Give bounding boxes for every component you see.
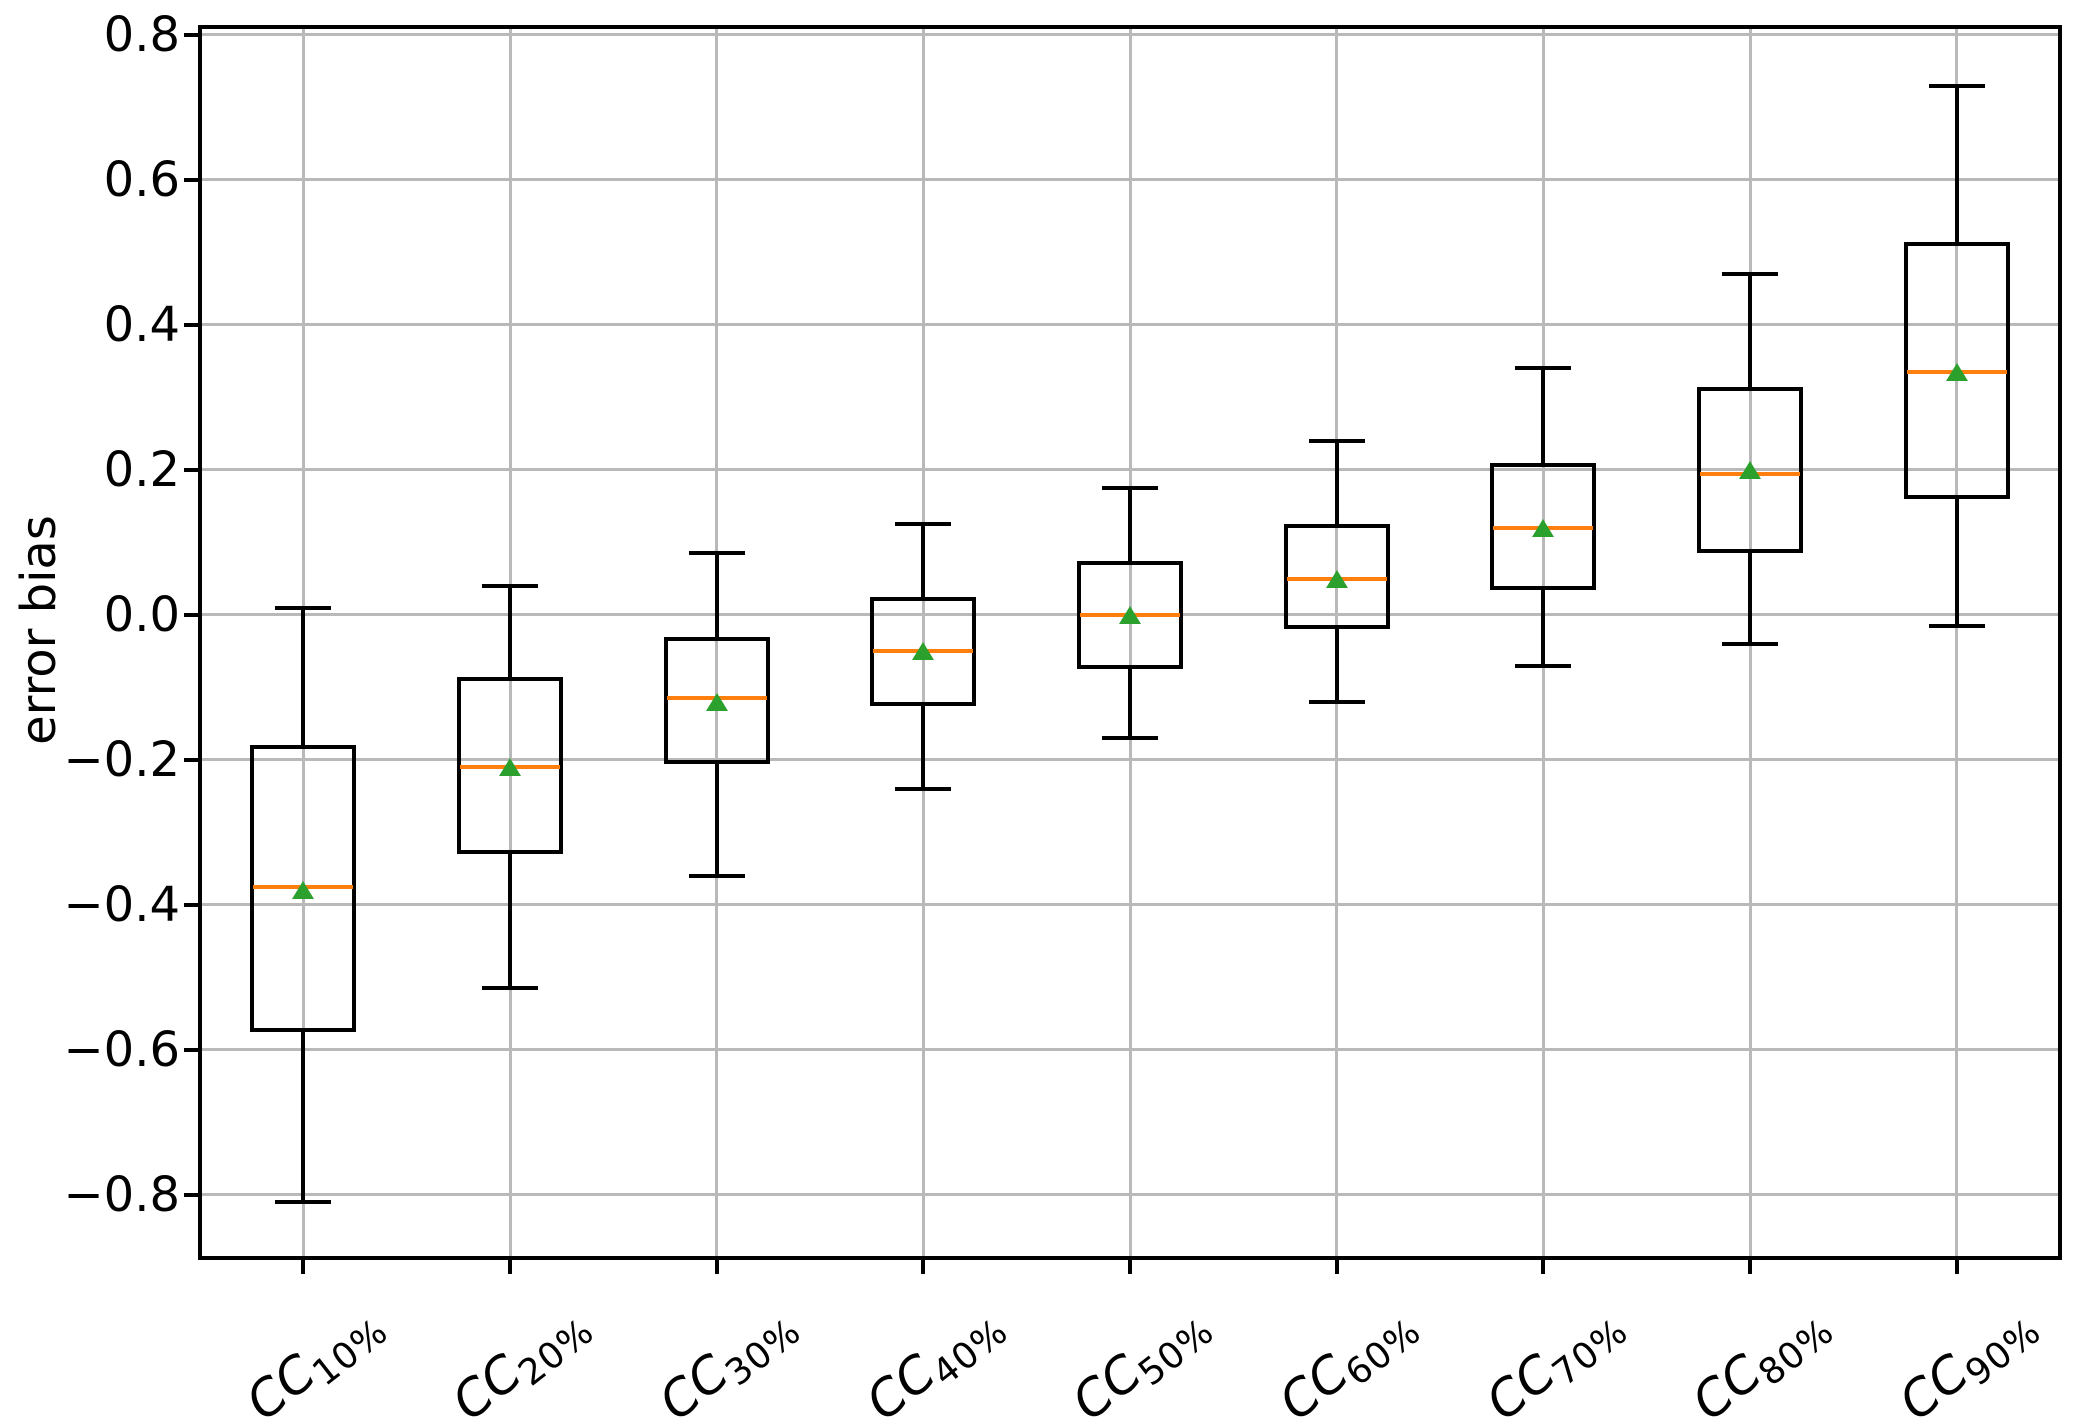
x-tick-40% [921,1260,926,1274]
y-tick-label-−0.8: −0.8 [63,1166,180,1223]
y-tick-label-0.8: 0.8 [103,6,180,63]
whisker-lower-20% [508,854,512,989]
whisker-lower-10% [301,1031,306,1203]
y-tick-label-−0.2: −0.2 [63,731,180,788]
x-tick-10% [301,1260,306,1274]
whisker-cap-upper-30% [688,551,745,556]
mean-marker-20% [499,758,521,777]
box-70% [1490,462,1597,590]
x-tick-label-80%: CC80% [1682,1292,1842,1424]
axis-spine-bottom [198,1256,2062,1260]
whisker-cap-lower-80% [1722,641,1778,646]
box-50% [1077,560,1183,670]
x-tick-60% [1334,1260,1339,1274]
mean-marker-80% [1739,460,1761,479]
gridline-x-30% [715,29,719,1256]
x-tick-50% [1128,1260,1132,1274]
whisker-lower-90% [1954,498,1959,626]
mean-marker-60% [1325,569,1348,588]
whisker-lower-70% [1541,589,1546,666]
mean-marker-30% [705,692,728,711]
y-tick-label-−0.6: −0.6 [63,1021,180,1078]
x-tick-label-10%: CC10% [235,1292,395,1424]
whisker-upper-60% [1334,440,1339,525]
whisker-cap-lower-70% [1515,663,1572,668]
box-90% [1903,241,2010,499]
y-tick-−0.2 [184,757,200,762]
x-tick-label-50%: CC50% [1062,1292,1222,1424]
x-tick-70% [1541,1260,1546,1274]
whisker-upper-50% [1128,488,1132,561]
x-tick-90% [1954,1260,1959,1274]
whisker-upper-20% [508,585,512,677]
whisker-upper-80% [1748,274,1752,387]
box-10% [250,745,357,1032]
whisker-cap-lower-30% [688,873,745,878]
x-tick-30% [714,1260,719,1274]
axis-spine-right [2058,25,2062,1260]
whisker-upper-90% [1954,85,1959,242]
whisker-cap-upper-60% [1308,438,1365,443]
mean-marker-10% [292,881,315,900]
whisker-lower-60% [1334,629,1339,702]
y-tick-0.6 [184,177,200,182]
whisker-cap-lower-10% [275,1200,332,1205]
x-tick-label-30%: CC30% [648,1292,808,1424]
y-tick-label-0.6: 0.6 [103,151,180,208]
y-tick-0.2 [184,467,200,472]
whisker-cap-upper-20% [482,583,538,588]
whisker-cap-upper-90% [1928,83,1985,88]
mean-marker-70% [1532,518,1555,537]
whisker-cap-upper-40% [895,522,952,527]
whisker-lower-50% [1128,669,1132,739]
y-tick-label-−0.4: −0.4 [63,876,180,933]
box-80% [1697,386,1803,554]
box-20% [457,676,563,855]
x-tick-20% [508,1260,512,1274]
x-tick-label-70%: CC70% [1475,1292,1635,1424]
axis-spine-left [198,25,202,1260]
box-60% [1283,524,1390,630]
whisker-cap-upper-50% [1102,486,1158,491]
box-30% [663,636,770,764]
whisker-cap-lower-40% [895,786,952,791]
x-tick-label-40%: CC40% [855,1292,1015,1424]
whisker-lower-80% [1748,553,1752,644]
whisker-upper-40% [921,524,926,597]
whisker-lower-30% [714,763,719,876]
whisker-cap-upper-80% [1722,272,1778,277]
x-tick-label-90%: CC90% [1888,1292,2048,1424]
whisker-upper-70% [1541,368,1546,463]
y-tick-0.8 [184,32,200,37]
y-tick-label-0.0: 0.0 [103,586,180,643]
y-tick-−0.8 [184,1192,200,1197]
x-tick-label-60%: CC60% [1268,1292,1428,1424]
x-tick-label-20%: CC20% [442,1292,602,1424]
gridline-x-90% [1955,29,1959,1256]
x-tick-80% [1748,1260,1752,1274]
mean-marker-50% [1119,605,1141,624]
y-tick-label-0.4: 0.4 [103,296,180,353]
whisker-cap-lower-90% [1928,623,1985,628]
y-tick-0.4 [184,322,200,327]
mean-marker-40% [912,642,935,661]
whisker-cap-lower-20% [482,986,538,991]
y-tick-−0.6 [184,1047,200,1052]
y-tick-−0.4 [184,902,200,907]
whisker-cap-upper-70% [1515,366,1572,371]
whisker-upper-30% [714,553,719,637]
whisker-lower-40% [921,705,926,789]
y-tick-label-0.2: 0.2 [103,441,180,498]
y-tick-0.0 [184,612,200,617]
mean-marker-90% [1945,363,1968,382]
whisker-cap-lower-60% [1308,699,1365,704]
whisker-cap-lower-50% [1102,736,1158,741]
whisker-upper-10% [301,607,306,746]
gridline-x-50% [1128,29,1132,1256]
axis-spine-top [198,25,2062,29]
box-40% [870,596,977,706]
whisker-cap-upper-10% [275,605,332,610]
